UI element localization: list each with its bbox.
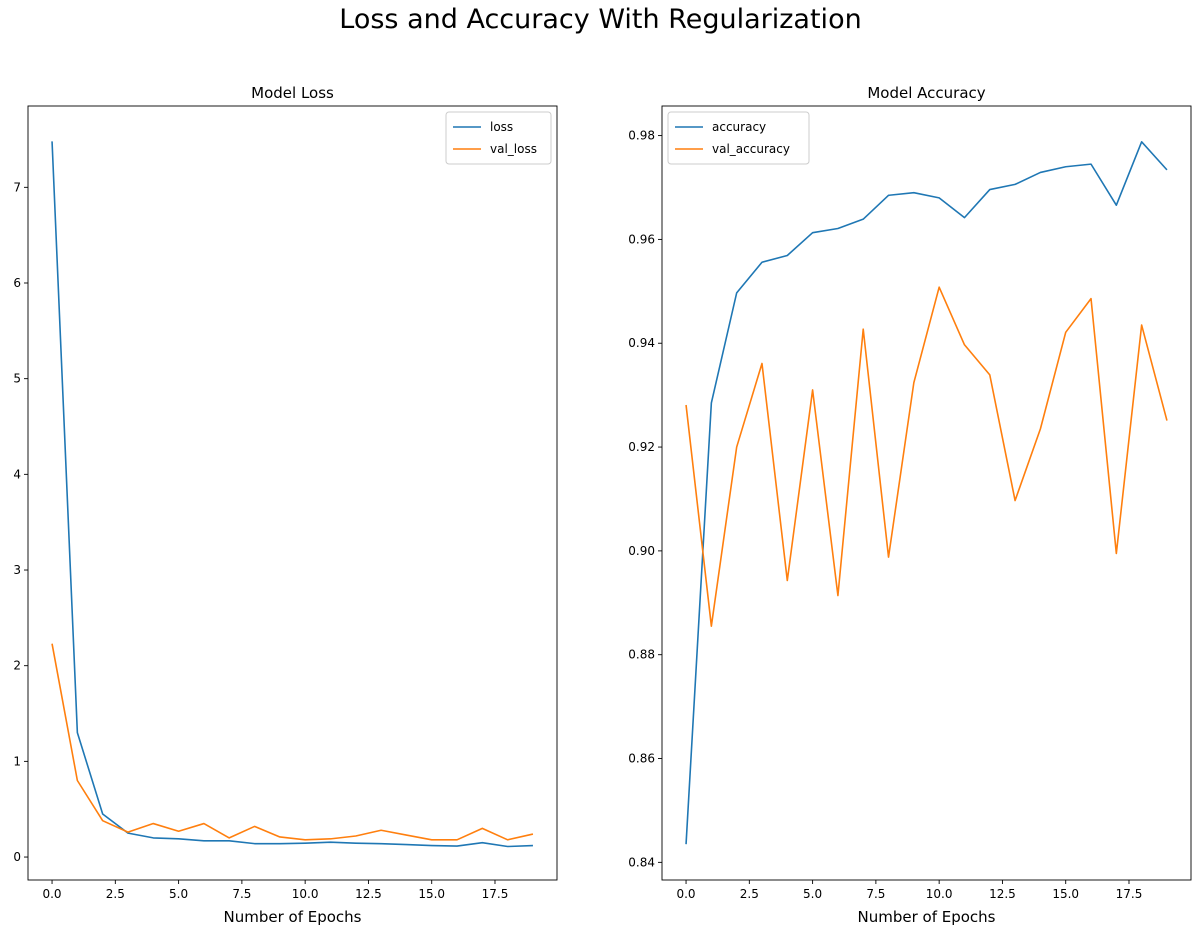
chart-title: Model Loss <box>251 84 334 102</box>
legend-label-loss: loss <box>490 120 513 134</box>
series-line-accuracy <box>685 141 1168 845</box>
x-tick-label: 17.5 <box>1116 887 1143 901</box>
series-line-loss <box>51 141 533 848</box>
y-tick-label: 7 <box>13 180 21 194</box>
x-tick-label: 12.5 <box>355 887 382 901</box>
axes-frame <box>661 105 1192 881</box>
y-tick-label: 0.88 <box>628 648 655 662</box>
y-tick-label: 6 <box>13 276 21 290</box>
x-tick-label: 7.5 <box>866 887 885 901</box>
y-tick-label: 2 <box>13 659 21 673</box>
series-line-val_loss <box>51 643 534 841</box>
accuracy-chart: Model Accuracy 0.0 2.5 5.0 7.5 10.0 12.5 15.0 17… <box>628 84 1192 926</box>
loss-chart: Model Loss 0.0 2.5 5.0 7.5 10.0 12.5 15.0 17.5 0 1… <box>13 84 558 926</box>
x-tick-label: 15.0 <box>418 887 445 901</box>
y-tick-label: 3 <box>13 563 21 577</box>
x-tick-label: 17.5 <box>482 887 509 901</box>
x-tick-label: 10.0 <box>292 887 319 901</box>
x-tick-label: 2.5 <box>740 887 759 901</box>
figure-title: Loss and Accuracy With Regularization <box>339 4 862 35</box>
x-tick-label: 2.5 <box>106 887 125 901</box>
x-tick-label: 0.0 <box>676 887 695 901</box>
legend-label-accuracy: accuracy <box>712 120 766 134</box>
x-axis-label: Number of Epochs <box>858 908 996 926</box>
y-tick-label: 0.96 <box>628 232 655 246</box>
chart-title: Model Accuracy <box>867 84 985 102</box>
legend-box <box>445 111 552 165</box>
legend: loss val_loss <box>445 111 552 165</box>
y-tick-label: 1 <box>13 754 21 768</box>
x-tick-label: 15.0 <box>1052 887 1079 901</box>
legend-label-val_loss: val_loss <box>490 142 537 156</box>
y-tick-label: 5 <box>13 372 21 386</box>
legend: accuracy val_accuracy <box>667 111 810 165</box>
x-tick-label: 5.0 <box>803 887 822 901</box>
y-tick-label: 0.94 <box>628 336 655 350</box>
y-tick-label: 0.90 <box>628 544 655 558</box>
x-tick-label: 5.0 <box>169 887 188 901</box>
y-tick-label: 0.92 <box>628 440 655 454</box>
axes-frame <box>27 105 558 881</box>
x-tick-label: 7.5 <box>232 887 251 901</box>
y-tick-label: 0.98 <box>628 129 655 143</box>
y-tick-label: 0.86 <box>628 752 655 766</box>
x-tick-label: 10.0 <box>926 887 953 901</box>
x-axis-label: Number of Epochs <box>224 908 362 926</box>
y-tick-label: 4 <box>13 467 21 481</box>
y-tick-label: 0 <box>13 850 21 864</box>
y-tick-label: 0.84 <box>628 855 655 869</box>
x-tick-label: 12.5 <box>989 887 1016 901</box>
legend-box <box>667 111 810 165</box>
legend-label-val_accuracy: val_accuracy <box>712 142 790 156</box>
series-line-val_accuracy <box>685 286 1168 627</box>
x-tick-label: 0.0 <box>42 887 61 901</box>
